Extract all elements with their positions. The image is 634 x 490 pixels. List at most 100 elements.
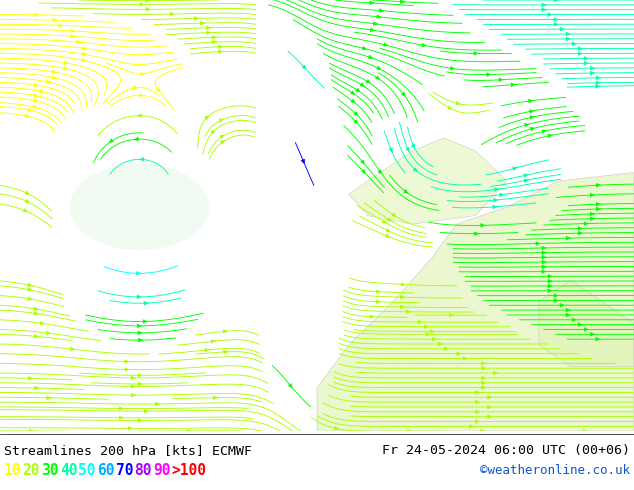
- FancyArrowPatch shape: [366, 80, 370, 83]
- FancyArrowPatch shape: [445, 347, 449, 350]
- FancyArrowPatch shape: [566, 237, 571, 240]
- FancyArrowPatch shape: [448, 106, 451, 109]
- FancyArrowPatch shape: [82, 58, 86, 62]
- FancyArrowPatch shape: [566, 313, 571, 317]
- FancyArrowPatch shape: [29, 377, 33, 380]
- FancyArrowPatch shape: [64, 67, 68, 70]
- FancyArrowPatch shape: [28, 283, 32, 287]
- FancyArrowPatch shape: [401, 92, 404, 96]
- Text: 80: 80: [134, 463, 152, 478]
- FancyArrowPatch shape: [141, 73, 145, 76]
- FancyArrowPatch shape: [566, 32, 571, 36]
- FancyArrowPatch shape: [71, 29, 75, 32]
- FancyArrowPatch shape: [35, 386, 39, 390]
- FancyArrowPatch shape: [481, 430, 485, 433]
- FancyArrowPatch shape: [34, 83, 39, 87]
- FancyArrowPatch shape: [425, 325, 429, 328]
- FancyArrowPatch shape: [513, 167, 517, 170]
- FancyArrowPatch shape: [463, 357, 467, 360]
- FancyArrowPatch shape: [401, 283, 406, 286]
- FancyArrowPatch shape: [139, 339, 143, 342]
- FancyArrowPatch shape: [131, 393, 136, 397]
- FancyArrowPatch shape: [205, 116, 209, 120]
- FancyArrowPatch shape: [132, 86, 136, 89]
- FancyArrowPatch shape: [590, 67, 595, 70]
- FancyArrowPatch shape: [511, 83, 515, 87]
- FancyArrowPatch shape: [219, 50, 223, 53]
- FancyArrowPatch shape: [585, 222, 588, 225]
- FancyArrowPatch shape: [456, 101, 460, 105]
- FancyArrowPatch shape: [596, 338, 600, 341]
- FancyArrowPatch shape: [542, 130, 547, 133]
- FancyArrowPatch shape: [457, 352, 461, 355]
- FancyArrowPatch shape: [119, 407, 124, 410]
- FancyArrowPatch shape: [475, 232, 479, 235]
- FancyArrowPatch shape: [401, 0, 404, 3]
- FancyArrowPatch shape: [378, 170, 382, 173]
- FancyArrowPatch shape: [377, 66, 380, 70]
- FancyArrowPatch shape: [363, 47, 367, 50]
- FancyArrowPatch shape: [360, 83, 364, 86]
- FancyArrowPatch shape: [500, 193, 504, 196]
- FancyArrowPatch shape: [138, 94, 142, 97]
- Text: 90: 90: [153, 463, 171, 478]
- FancyArrowPatch shape: [351, 91, 354, 94]
- FancyArrowPatch shape: [476, 410, 480, 414]
- FancyArrowPatch shape: [131, 385, 136, 388]
- FancyArrowPatch shape: [560, 27, 564, 31]
- FancyArrowPatch shape: [585, 62, 588, 65]
- FancyArrowPatch shape: [488, 415, 492, 418]
- Ellipse shape: [70, 164, 209, 250]
- FancyArrowPatch shape: [138, 374, 142, 377]
- FancyArrowPatch shape: [138, 382, 143, 386]
- FancyArrowPatch shape: [542, 8, 547, 11]
- FancyArrowPatch shape: [404, 190, 408, 193]
- FancyArrowPatch shape: [368, 55, 373, 58]
- FancyArrowPatch shape: [422, 44, 427, 47]
- FancyArrowPatch shape: [385, 234, 391, 237]
- FancyArrowPatch shape: [566, 37, 571, 41]
- FancyArrowPatch shape: [171, 12, 174, 16]
- FancyArrowPatch shape: [408, 430, 411, 433]
- FancyArrowPatch shape: [482, 381, 486, 385]
- FancyArrowPatch shape: [82, 47, 87, 50]
- FancyArrowPatch shape: [25, 199, 29, 202]
- FancyArrowPatch shape: [573, 42, 576, 46]
- FancyArrowPatch shape: [53, 19, 57, 22]
- FancyArrowPatch shape: [354, 112, 358, 116]
- FancyArrowPatch shape: [530, 110, 534, 113]
- FancyArrowPatch shape: [476, 400, 480, 404]
- FancyArrowPatch shape: [23, 209, 27, 212]
- FancyArrowPatch shape: [219, 45, 223, 49]
- FancyArrowPatch shape: [493, 205, 497, 209]
- FancyArrowPatch shape: [131, 376, 136, 380]
- FancyArrowPatch shape: [211, 130, 215, 134]
- Text: 60: 60: [97, 463, 115, 478]
- FancyArrowPatch shape: [542, 256, 547, 259]
- FancyArrowPatch shape: [52, 70, 56, 74]
- FancyArrowPatch shape: [536, 242, 540, 245]
- FancyArrowPatch shape: [288, 384, 292, 388]
- FancyArrowPatch shape: [487, 73, 491, 76]
- FancyArrowPatch shape: [46, 331, 51, 335]
- FancyArrowPatch shape: [138, 419, 143, 422]
- FancyArrowPatch shape: [35, 335, 39, 338]
- FancyArrowPatch shape: [542, 246, 547, 250]
- FancyArrowPatch shape: [351, 99, 355, 103]
- FancyArrowPatch shape: [145, 410, 148, 413]
- FancyArrowPatch shape: [30, 429, 34, 433]
- FancyArrowPatch shape: [430, 330, 435, 333]
- FancyArrowPatch shape: [542, 251, 547, 254]
- FancyArrowPatch shape: [585, 57, 588, 60]
- FancyArrowPatch shape: [334, 427, 339, 430]
- FancyArrowPatch shape: [302, 65, 306, 69]
- FancyArrowPatch shape: [137, 114, 141, 117]
- FancyArrowPatch shape: [382, 220, 386, 223]
- FancyArrowPatch shape: [524, 123, 529, 127]
- FancyArrowPatch shape: [585, 328, 588, 331]
- FancyArrowPatch shape: [499, 78, 503, 81]
- FancyArrowPatch shape: [146, 0, 150, 2]
- FancyArrowPatch shape: [139, 158, 144, 161]
- FancyArrowPatch shape: [529, 99, 533, 103]
- FancyArrowPatch shape: [406, 147, 409, 151]
